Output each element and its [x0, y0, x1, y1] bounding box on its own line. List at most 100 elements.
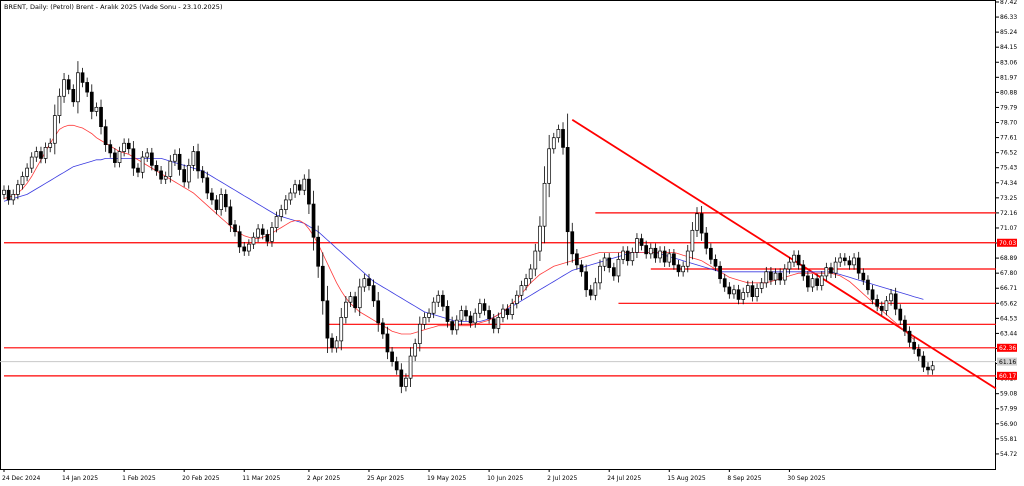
candle-69	[320, 252, 325, 315]
x-tick-label-9: 2 Jul 2025	[547, 475, 577, 482]
candle-body-68	[316, 236, 321, 267]
candle-152	[704, 227, 709, 255]
candle-37	[173, 149, 177, 167]
candle-192	[889, 289, 893, 306]
candle-body-197	[912, 341, 916, 350]
trendline-group[interactable]	[571, 118, 997, 390]
candle-33	[154, 160, 159, 176]
candle-194	[898, 304, 903, 325]
candle-143	[662, 246, 667, 267]
candle-134	[621, 246, 625, 265]
candle-78	[362, 273, 367, 292]
candle-1	[6, 185, 11, 205]
candle-2	[11, 189, 16, 205]
y-tick-label-7: 79.79	[1000, 104, 1017, 111]
candle-body-167	[773, 272, 778, 281]
candle-body-22	[103, 126, 108, 145]
y-tick-label-12: 74.34	[1000, 180, 1017, 187]
candle-body-112	[519, 285, 524, 296]
y-tick-label-27: 57.99	[1000, 406, 1017, 413]
candle-body-64	[297, 184, 302, 191]
candle-145	[672, 248, 676, 270]
candle-body-41	[191, 151, 196, 166]
candle-185	[856, 251, 861, 280]
chart-title: BRENT, Daily: (Petrol) Brent - Aralık 20…	[4, 3, 222, 11]
y-tick-label-19: 66.71	[1000, 285, 1017, 292]
price-badges: 70.03 62.36 60.17 61.16	[997, 238, 1017, 380]
candle-178	[824, 262, 829, 281]
candle-50	[233, 219, 237, 237]
candle-body-59	[274, 216, 279, 228]
candle-body-25	[117, 151, 122, 163]
candle-88	[408, 347, 413, 388]
candle-body-164	[759, 282, 764, 289]
candle-116	[538, 216, 542, 261]
candle-135	[625, 246, 630, 266]
candle-91	[422, 312, 427, 330]
candle-98	[454, 315, 459, 335]
candle-body-120	[556, 129, 561, 139]
x-tick-label-3: 20 Feb 2025	[182, 475, 220, 482]
candle-10	[48, 138, 53, 153]
candle-130	[602, 253, 607, 272]
y-tick-label-13: 73.25	[1000, 195, 1017, 202]
candle-body-52	[242, 246, 247, 252]
candle-105	[487, 305, 491, 324]
candle-9	[43, 142, 48, 164]
candle-38	[177, 148, 182, 176]
candle-body-99	[459, 310, 464, 321]
candle-64	[297, 179, 302, 196]
candle-body-6	[29, 156, 34, 169]
candle-body-201	[930, 365, 935, 371]
candle-body-190	[879, 305, 884, 311]
candle-164	[759, 277, 764, 294]
candle-body-76	[353, 296, 357, 309]
candle-18	[85, 77, 90, 97]
candle-body-142	[658, 250, 662, 259]
candle-body-2	[11, 194, 16, 201]
candle-body-198	[916, 348, 921, 357]
candle-175	[810, 273, 815, 292]
candle-86	[399, 363, 404, 394]
current-price-label: 61.16	[999, 359, 1016, 366]
trendline[interactable]	[571, 118, 997, 390]
candle-29	[136, 163, 140, 178]
candle-body-114	[528, 268, 533, 280]
candle-5	[25, 163, 29, 182]
candle-103	[478, 298, 482, 319]
candle-body-17	[80, 72, 85, 83]
candle-body-131	[607, 257, 612, 268]
candle-body-179	[829, 267, 833, 274]
candle-141	[653, 243, 658, 263]
candle-body-29	[136, 167, 140, 173]
candle-body-38	[177, 153, 182, 170]
candle-57	[265, 229, 270, 247]
candle-body-85	[394, 361, 399, 371]
candle-body-102	[473, 312, 478, 324]
candle-112	[519, 280, 524, 301]
candle-39	[182, 164, 187, 187]
candle-27	[126, 138, 131, 154]
candle-32	[149, 147, 154, 171]
candle-176	[815, 273, 819, 291]
candle-60	[279, 204, 284, 222]
candle-25	[117, 146, 122, 168]
candle-body-61	[283, 199, 288, 210]
candle-body-169	[782, 268, 787, 281]
candle-122	[565, 113, 570, 266]
candle-body-150	[695, 213, 699, 231]
x-tick-label-13: 30 Sep 2025	[787, 475, 825, 482]
candle-144	[667, 248, 672, 267]
candle-body-81	[376, 300, 381, 324]
candle-body-56	[260, 228, 265, 235]
candle-body-60	[279, 209, 284, 217]
candle-109	[505, 304, 510, 320]
candle-body-12	[57, 95, 62, 116]
candle-body-13	[62, 79, 66, 97]
candle-body-15	[71, 88, 76, 103]
candle-body-91	[422, 317, 427, 325]
candle-body-188	[870, 289, 875, 300]
candle-107	[496, 312, 501, 334]
candle-body-94	[436, 294, 441, 303]
